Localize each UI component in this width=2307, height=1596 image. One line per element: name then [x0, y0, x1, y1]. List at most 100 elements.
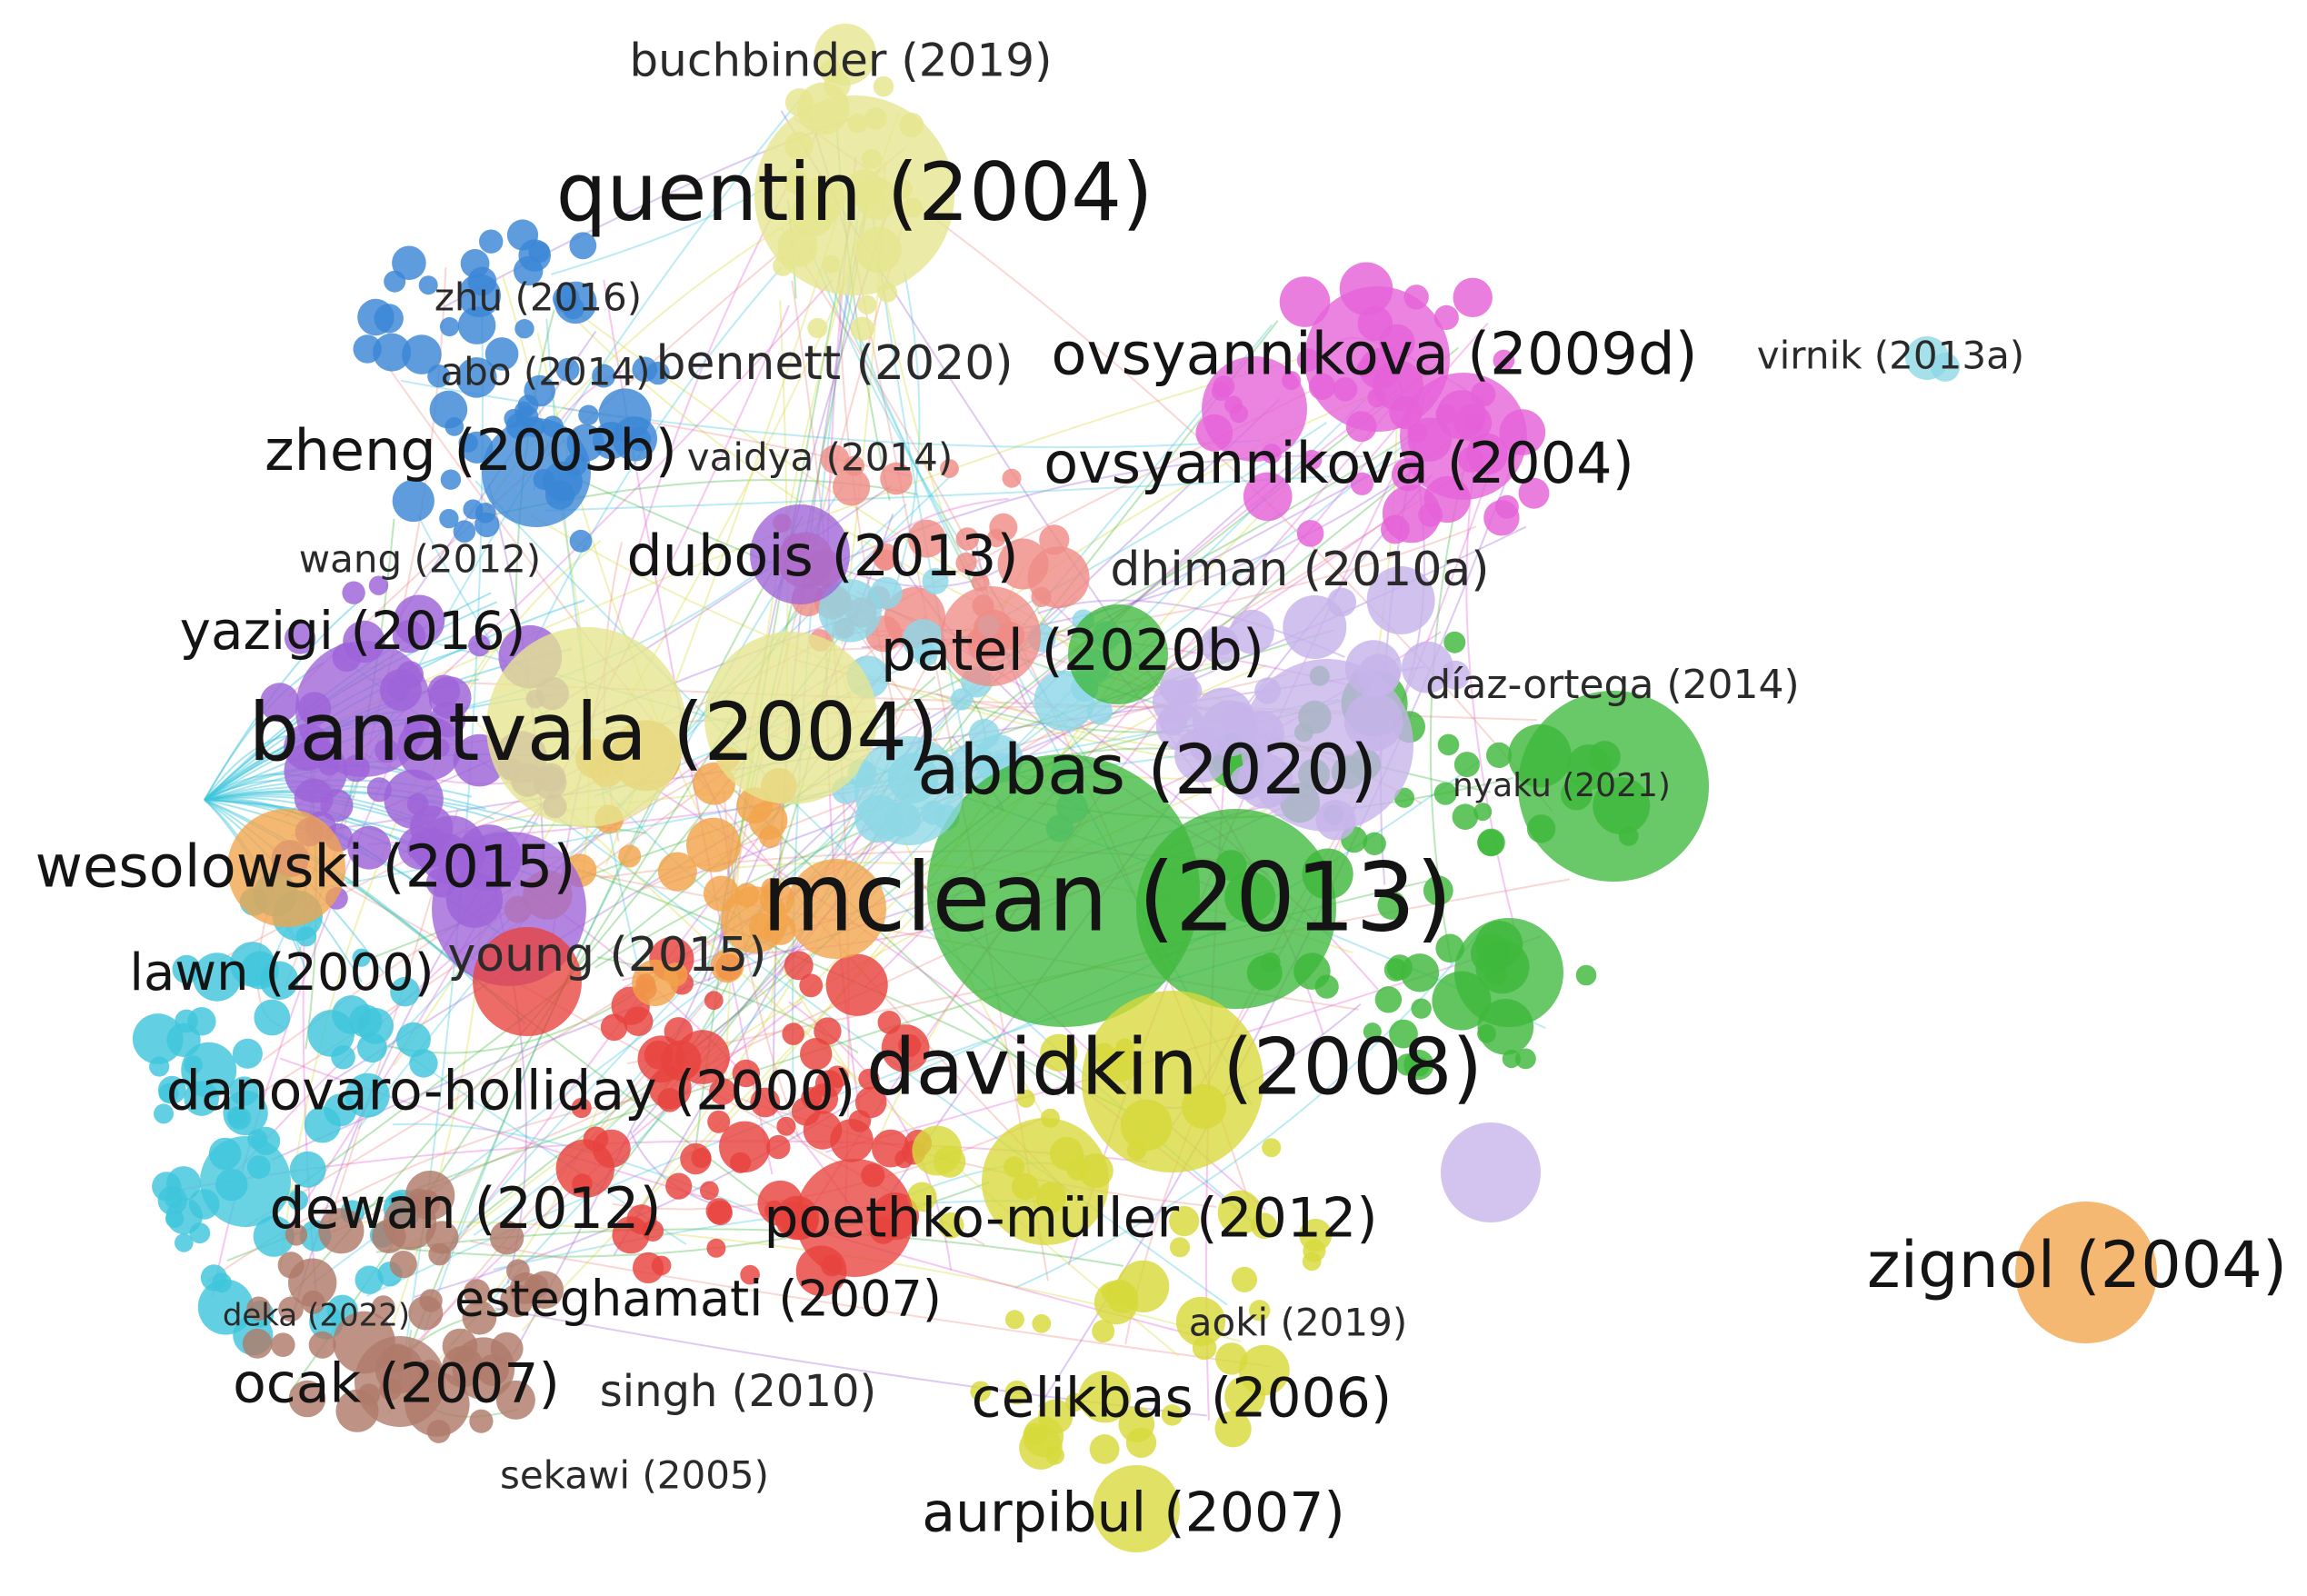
network-node[interactable]	[898, 1033, 922, 1057]
network-node-major[interactable]	[486, 627, 686, 827]
network-node[interactable]	[1004, 1380, 1029, 1405]
network-node[interactable]	[229, 1076, 259, 1106]
network-node[interactable]	[940, 459, 959, 478]
label-aurpibul-2007[interactable]: aurpibul (2007)	[922, 1481, 1345, 1545]
network-node[interactable]	[902, 619, 944, 661]
network-node[interactable]	[392, 245, 426, 281]
network-node[interactable]	[1207, 626, 1236, 656]
network-node[interactable]	[165, 1209, 185, 1229]
network-node[interactable]	[418, 275, 438, 295]
network-node[interactable]	[495, 1380, 535, 1420]
network-node[interactable]	[1423, 875, 1453, 906]
network-node[interactable]	[1092, 1320, 1115, 1343]
network-node[interactable]	[854, 1086, 887, 1119]
network-node[interactable]	[254, 999, 291, 1036]
label-dewan-2012[interactable]: dewan (2012)	[269, 1175, 661, 1242]
network-node[interactable]	[1040, 1033, 1078, 1072]
network-node[interactable]	[618, 844, 642, 868]
label-abo-2014[interactable]: abo (2014)	[440, 350, 650, 394]
label-celikbas-2006[interactable]: celikbas (2006)	[972, 1367, 1393, 1431]
network-node[interactable]	[289, 1151, 326, 1188]
network-node[interactable]	[873, 75, 894, 97]
label-banatvala-2004[interactable]: banatvala (2004)	[249, 685, 939, 779]
network-node-major[interactable]	[1241, 659, 1413, 832]
network-node[interactable]	[814, 1017, 842, 1045]
network-node[interactable]	[732, 1059, 760, 1088]
network-node[interactable]	[464, 1279, 490, 1306]
network-node[interactable]	[997, 538, 1049, 590]
network-node[interactable]	[857, 294, 877, 314]
network-node[interactable]	[259, 961, 299, 1001]
network-node[interactable]	[285, 1223, 308, 1246]
network-node[interactable]	[1418, 502, 1443, 527]
network-node[interactable]	[1515, 1048, 1536, 1070]
network-node[interactable]	[592, 364, 616, 388]
network-node[interactable]	[484, 337, 519, 371]
network-node[interactable]	[154, 1103, 174, 1124]
network-node[interactable]	[1031, 586, 1052, 608]
network-node[interactable]	[253, 1215, 295, 1257]
network-node[interactable]	[665, 1172, 693, 1200]
network-node[interactable]	[830, 1119, 874, 1162]
network-node[interactable]	[1125, 1427, 1157, 1459]
network-node[interactable]	[569, 232, 597, 260]
network-node[interactable]	[1078, 1371, 1131, 1423]
network-node[interactable]	[457, 306, 496, 344]
network-node[interactable]	[807, 317, 828, 339]
network-node[interactable]	[395, 1022, 431, 1057]
network-node[interactable]	[850, 316, 874, 341]
network-node[interactable]	[390, 976, 420, 1007]
network-node[interactable]	[1279, 276, 1331, 327]
network-node[interactable]	[1386, 954, 1413, 981]
network-node[interactable]	[1302, 1252, 1322, 1272]
network-node[interactable]	[1453, 277, 1493, 317]
network-node[interactable]	[357, 1032, 387, 1063]
network-node-major[interactable]	[854, 736, 964, 845]
network-node[interactable]	[907, 1182, 937, 1212]
network-node[interactable]	[1473, 803, 1493, 822]
label-virnik-2013a[interactable]: virnik (2013a)	[1757, 334, 2024, 378]
network-node[interactable]	[880, 462, 913, 495]
network-node[interactable]	[479, 229, 504, 254]
network-node[interactable]	[347, 825, 392, 870]
label-sekawi-2005[interactable]: sekawi (2005)	[500, 1453, 769, 1498]
network-node[interactable]	[246, 1296, 271, 1321]
network-node[interactable]	[514, 319, 534, 339]
network-node-major[interactable]	[750, 504, 850, 604]
network-node[interactable]	[184, 1055, 203, 1075]
label-abbas-2020[interactable]: abbas (2020)	[917, 729, 1377, 810]
network-node[interactable]	[288, 1380, 326, 1418]
network-node[interactable]	[1575, 964, 1597, 986]
label-young-2015[interactable]: young (2015)	[448, 928, 767, 983]
network-node[interactable]	[1002, 468, 1022, 488]
network-node[interactable]	[664, 963, 688, 987]
network-node[interactable]	[1023, 1416, 1064, 1458]
network-node[interactable]	[1230, 609, 1274, 654]
network-node[interactable]	[877, 1011, 902, 1034]
network-node-major[interactable]	[814, 24, 876, 85]
network-node[interactable]	[368, 575, 389, 595]
network-node[interactable]	[193, 953, 242, 1002]
label-wang-2012[interactable]: wang (2012)	[299, 537, 541, 582]
network-node[interactable]	[392, 479, 434, 523]
label-nyaku-2021[interactable]: nyaku (2021)	[1453, 767, 1671, 804]
network-node[interactable]	[626, 1204, 657, 1235]
network-node[interactable]	[506, 1259, 530, 1283]
network-node[interactable]	[152, 1172, 182, 1202]
label-zignol-2004[interactable]: zignol (2004)	[1867, 1228, 2287, 1302]
network-node[interactable]	[1243, 472, 1293, 522]
network-node-major[interactable]	[982, 1118, 1109, 1245]
network-node[interactable]	[709, 1078, 736, 1105]
network-node-major[interactable]	[704, 632, 877, 804]
network-node-major[interactable]	[1304, 286, 1450, 432]
label-vaidya-2014[interactable]: vaidya (2014)	[687, 435, 954, 480]
network-node[interactable]	[372, 1219, 406, 1254]
network-node[interactable]	[1453, 752, 1480, 778]
network-node-major[interactable]	[1441, 1122, 1541, 1222]
network-node[interactable]	[462, 1300, 497, 1335]
network-node[interactable]	[402, 334, 442, 374]
network-node[interactable]	[1366, 566, 1435, 634]
network-node[interactable]	[750, 1087, 781, 1118]
network-node[interactable]	[474, 512, 500, 538]
network-node[interactable]	[1089, 1434, 1120, 1464]
